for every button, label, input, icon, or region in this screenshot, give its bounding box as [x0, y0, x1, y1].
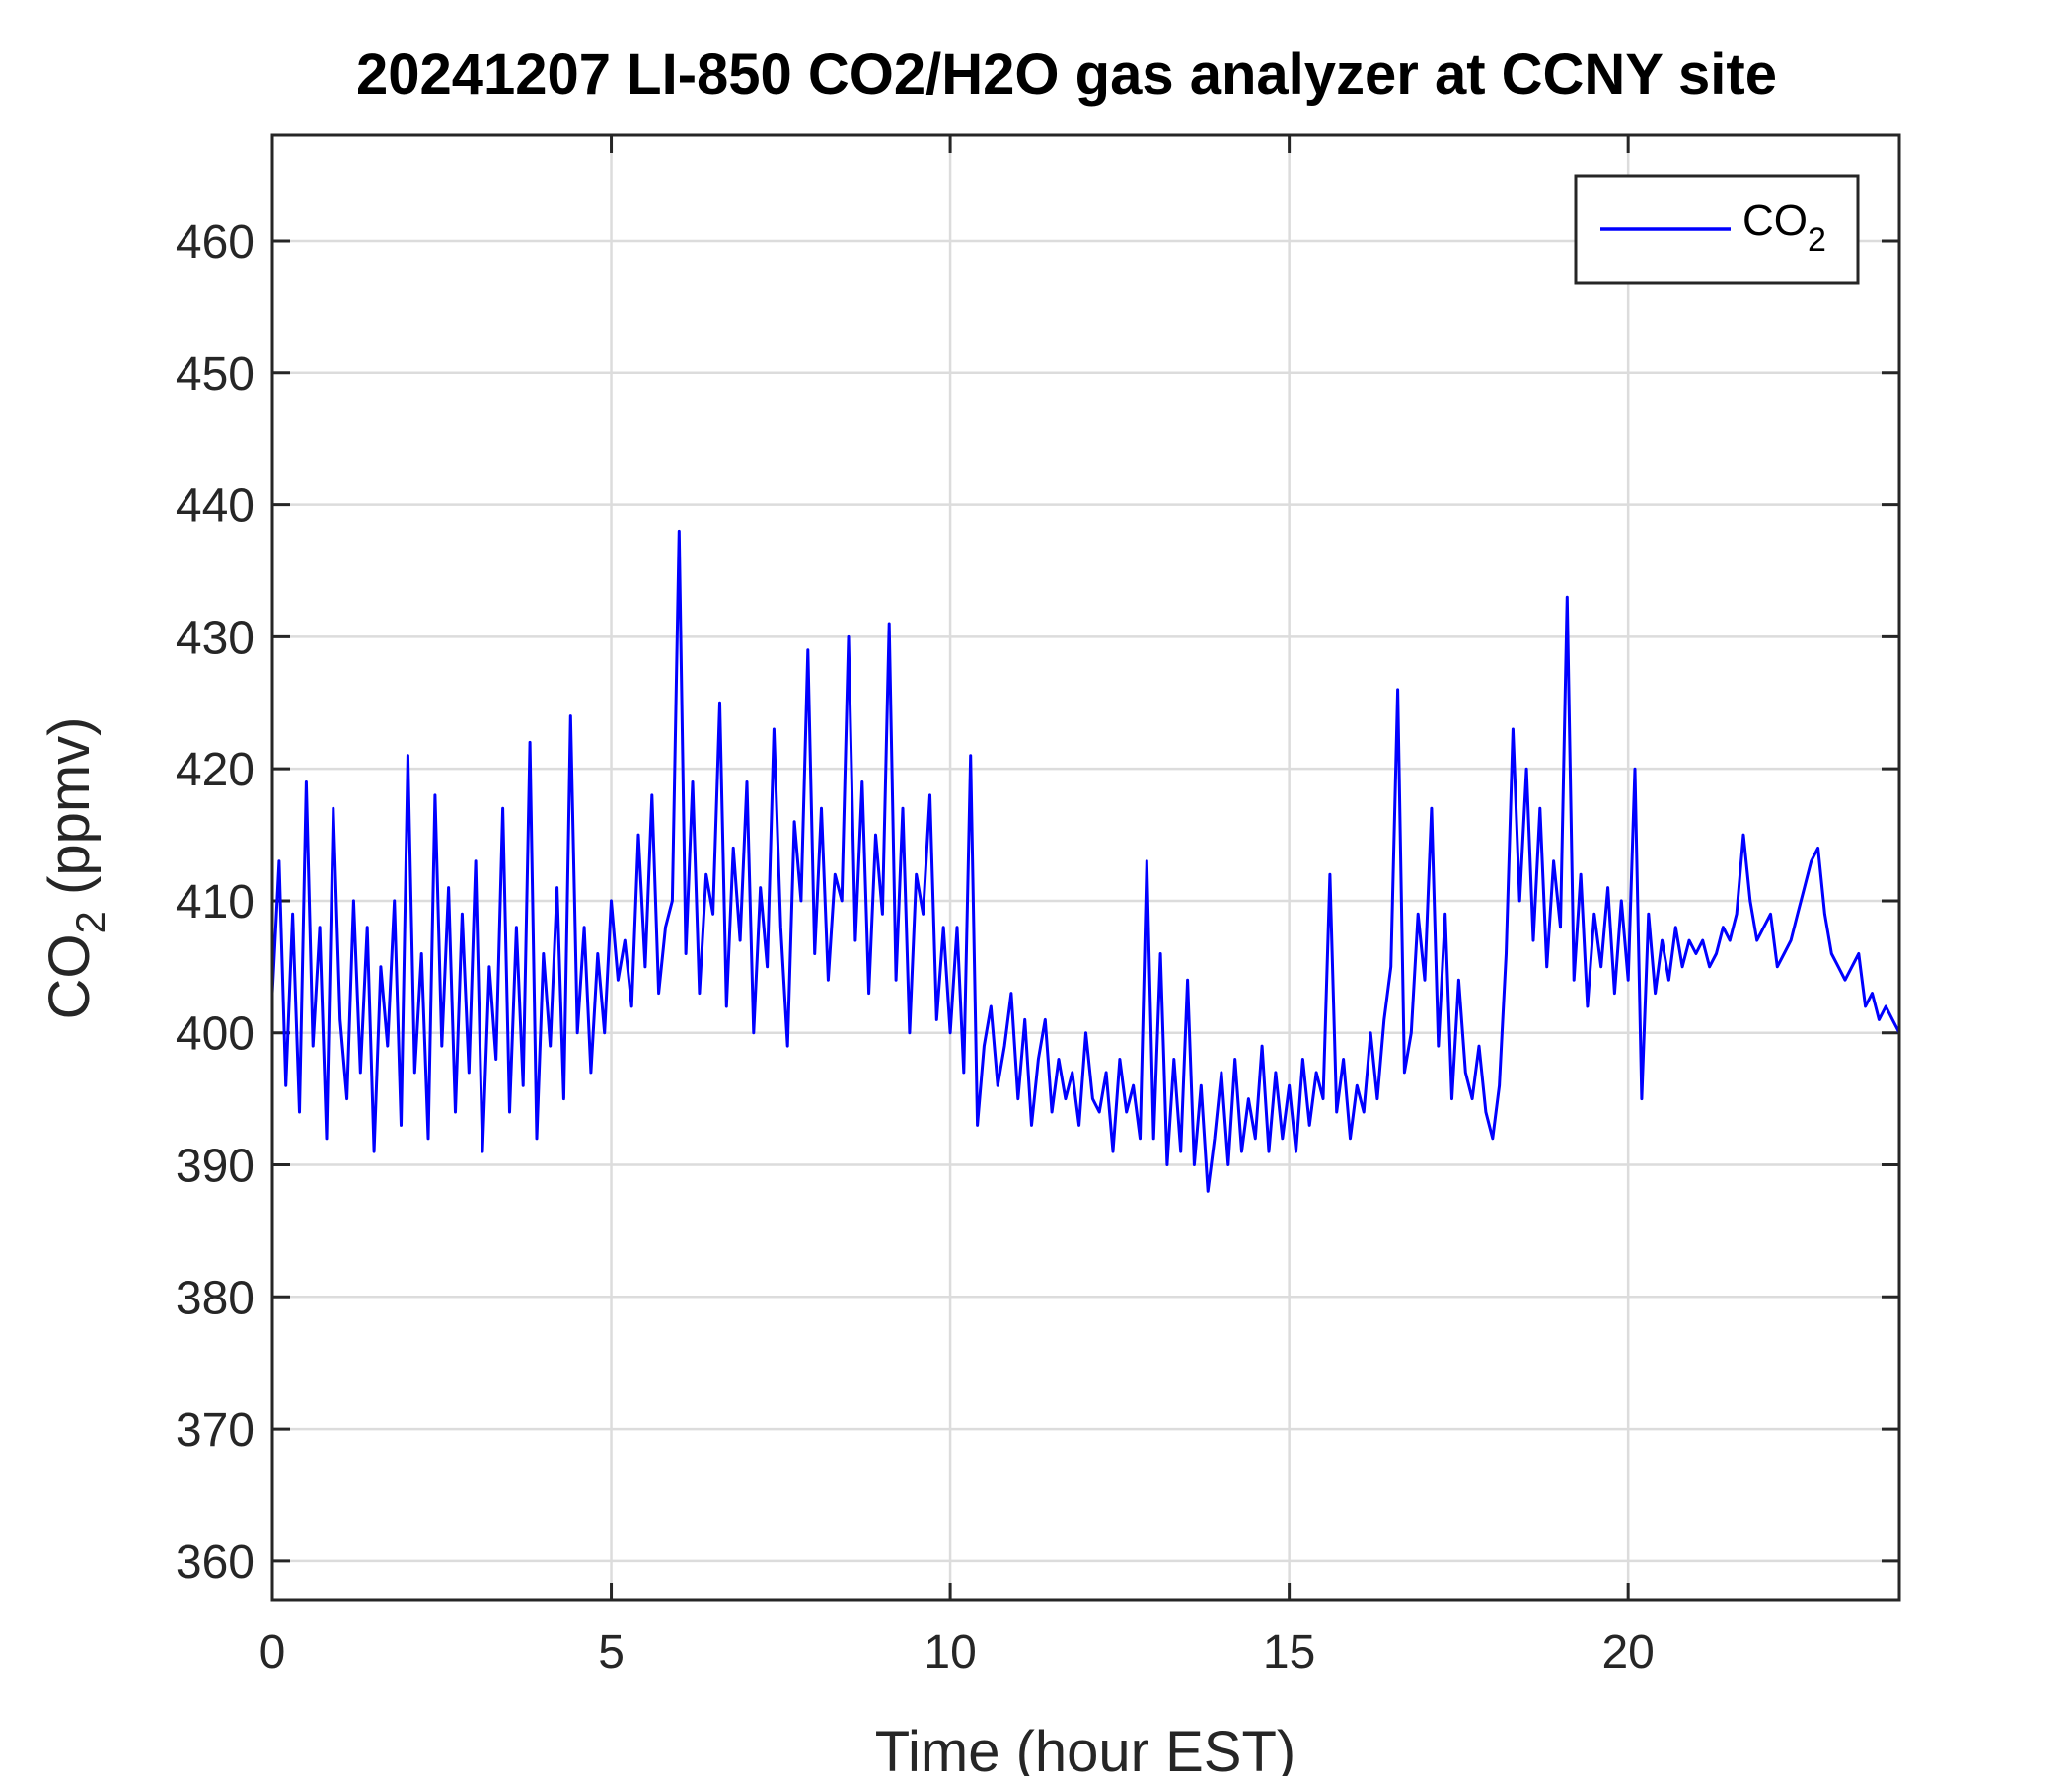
y-axis-label-suffix: (ppmv): [37, 717, 102, 912]
x-tick-label: 5: [598, 1626, 625, 1678]
tick-marks: [270, 135, 1899, 1600]
y-tick-label: 450: [176, 348, 255, 401]
plot-area: [272, 135, 1899, 1600]
y-tick-labels: 360 370 380 390 400 410 420 430 440 450 460: [176, 216, 255, 1589]
x-tick-label: 20: [1601, 1626, 1654, 1678]
y-axis-label-subscript: 2: [67, 911, 113, 933]
x-tick-label: 0: [259, 1626, 286, 1678]
legend-entry-label: CO2: [1742, 196, 1826, 259]
chart-title: 20241207 LI-850 CO2/H2O gas analyzer at …: [356, 42, 1777, 107]
x-tick-label: 15: [1263, 1626, 1315, 1678]
y-tick-label: 460: [176, 216, 255, 268]
y-tick-label: 440: [176, 481, 255, 533]
legend-entry-subscript: 2: [1808, 221, 1826, 259]
x-tick-labels: 0 5 10 15 20: [259, 1626, 1655, 1678]
x-axis-label: Time (hour EST): [875, 1720, 1295, 1776]
y-tick-label: 420: [176, 744, 255, 796]
y-tick-label: 410: [176, 876, 255, 928]
y-axis-label-main: CO: [37, 933, 102, 1019]
y-axis-label: CO2 (ppmv): [37, 717, 113, 1020]
series-layer: [270, 529, 1901, 1193]
x-tick-label: 10: [924, 1626, 976, 1678]
y-tick-label: 400: [176, 1008, 255, 1061]
axes-frame: [270, 133, 1901, 1602]
grid-lines: [272, 135, 1899, 1600]
legend-entry-main: CO: [1742, 196, 1808, 245]
y-tick-label: 430: [176, 612, 255, 664]
legend[interactable]: CO2: [1574, 174, 1860, 285]
series-line-co2: [270, 529, 1901, 1193]
y-tick-label: 370: [176, 1404, 255, 1456]
y-tick-label: 380: [176, 1272, 255, 1324]
y-tick-label: 360: [176, 1536, 255, 1589]
y-tick-label: 390: [176, 1141, 255, 1193]
